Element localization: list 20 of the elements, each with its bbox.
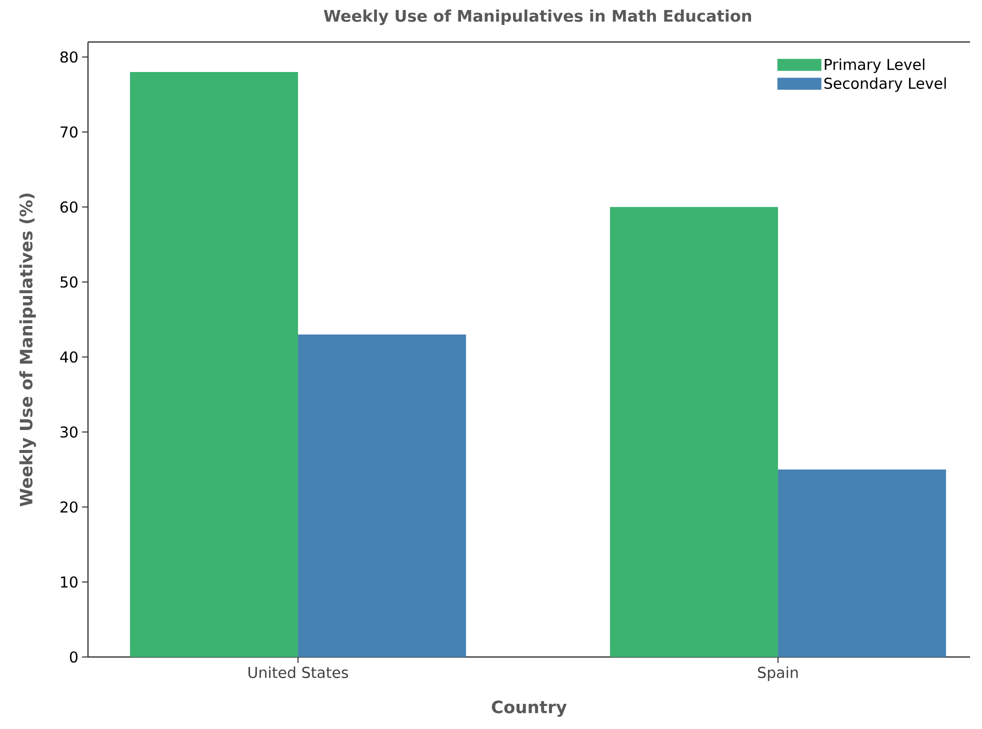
y-tick-label: 10: [61, 576, 78, 588]
bar: [778, 470, 946, 657]
legend-label: Secondary Level: [824, 77, 946, 92]
chart-title: Weekly Use of Manipulatives in Math Education: [324, 10, 752, 26]
x-tick-label: Spain: [758, 666, 798, 682]
bar: [610, 206, 778, 657]
y-tick-label: 80: [60, 51, 78, 63]
y-tick-label: 70: [60, 126, 78, 138]
y-tick-label: 40: [60, 351, 78, 363]
bar: [130, 72, 298, 657]
y-tick-label: 20: [60, 501, 78, 513]
y-tick-label: 50: [60, 276, 78, 288]
x-tick-label: United States: [248, 666, 348, 678]
y-tick-label: 60: [60, 201, 78, 213]
legend-label: Primary Level: [824, 58, 924, 74]
x-axis-title: Country: [492, 700, 567, 717]
y-tick-label: 30: [60, 426, 78, 438]
bar: [298, 334, 466, 657]
y-axis-title: Weekly Use of Manipulatives (%): [19, 194, 36, 506]
y-tick-label: 0: [70, 651, 78, 663]
